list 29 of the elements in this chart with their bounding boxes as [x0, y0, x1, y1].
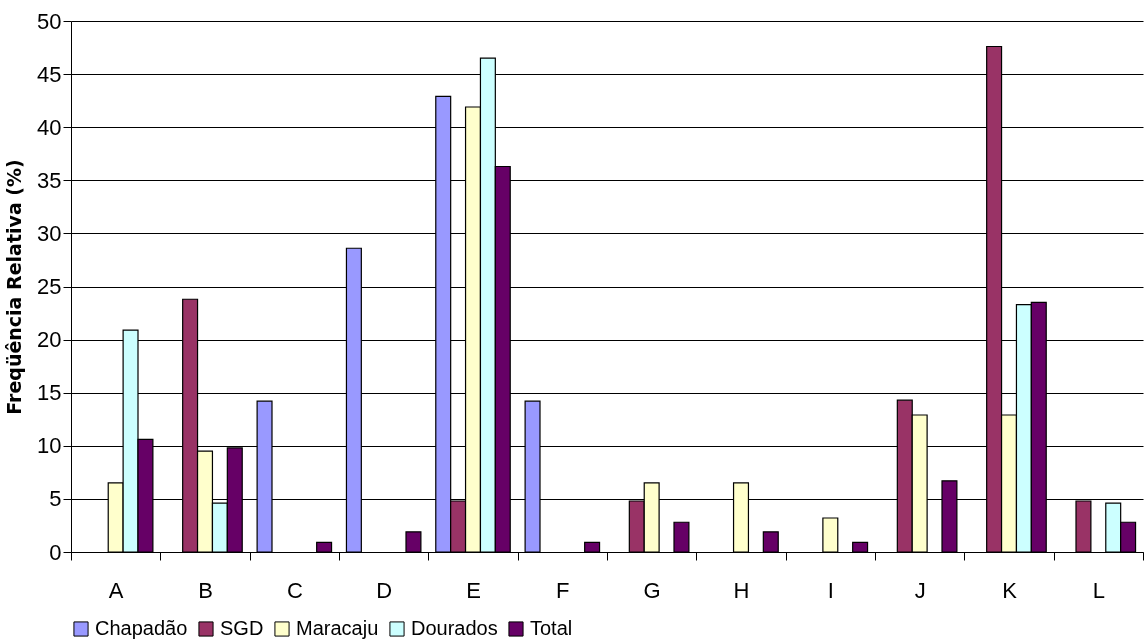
x-tick-label: F: [556, 577, 570, 603]
legend-label: SGD: [220, 617, 264, 639]
x-tick-label: I: [827, 577, 834, 603]
legend-label: Dourados: [411, 617, 498, 639]
y-tick-label: 0: [49, 539, 62, 565]
x-tick-label: E: [466, 577, 481, 603]
y-tick-label: 30: [37, 220, 62, 246]
legend-label: Maracaju: [296, 617, 379, 639]
legend-label: Total: [530, 617, 573, 639]
y-tick-label: 40: [37, 114, 62, 140]
y-tick-label: 20: [37, 327, 62, 353]
x-tick-label: J: [914, 577, 926, 603]
y-tick-label: 50: [37, 8, 62, 34]
y-tick-label: 5: [49, 486, 62, 512]
y-tick-label: 45: [37, 61, 62, 87]
legend-label: Chapadão: [95, 617, 188, 639]
x-tick-label: K: [1002, 577, 1018, 603]
x-tick-label: C: [286, 577, 303, 603]
y-tick-label: 25: [37, 274, 62, 299]
y-tick-label: 15: [37, 380, 62, 406]
x-tick-label: D: [376, 577, 393, 603]
x-tick-label: A: [108, 577, 124, 603]
x-tick-label: G: [643, 577, 661, 603]
x-tick-label: H: [733, 577, 750, 603]
y-axis-title: Freqüência Relativa (%): [3, 159, 26, 415]
y-tick-label: 35: [37, 167, 62, 193]
y-tick-label: 10: [37, 433, 62, 459]
x-tick-label: L: [1092, 577, 1105, 603]
x-tick-label: B: [198, 577, 213, 603]
